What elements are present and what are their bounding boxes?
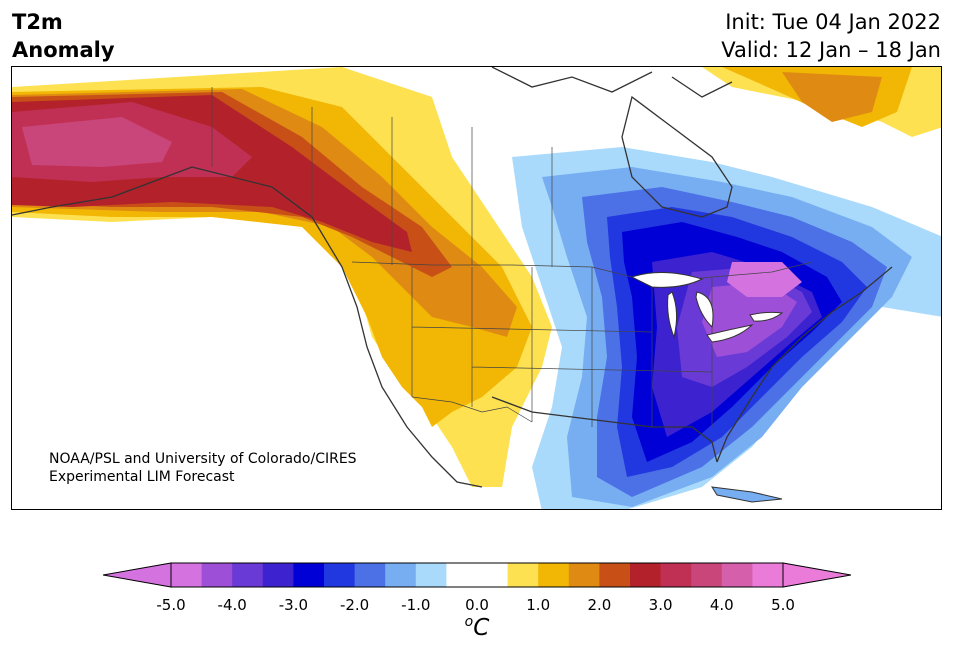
west-coast-line: [12, 166, 483, 488]
unit-degree-mark: o: [464, 614, 474, 630]
map-title: T2m Anomaly: [12, 8, 115, 64]
colorbar-tick-label: -1.0: [401, 596, 431, 614]
cuba-island: [711, 486, 783, 503]
colorbar: [103, 562, 851, 588]
great-lakes: [630, 271, 784, 343]
colorbar-tick-label: 4.0: [709, 596, 734, 614]
colorbar-max-arrow: [782, 562, 851, 588]
colorbar-min-arrow: [103, 562, 172, 588]
colorbar-segment: [324, 563, 356, 587]
colorbar-border: [170, 562, 784, 588]
colorbar-segment: [171, 563, 203, 587]
colorbar-segment: [752, 563, 784, 587]
anomaly-label: Anomaly: [12, 38, 115, 62]
colorbar-segment: [385, 563, 417, 587]
colorbar-segment: [354, 563, 386, 587]
colorbar-segment: [630, 563, 662, 587]
gulf-coast-line: [491, 396, 718, 463]
colorbar-segment: [293, 563, 325, 587]
colorbar-segment: [599, 563, 631, 587]
colorbar-tick-label: -4.0: [217, 596, 247, 614]
colorbar-segment: [507, 563, 539, 587]
colorbar-segment: [691, 563, 723, 587]
forecast-dates: Init: Tue 04 Jan 2022 Valid: 12 Jan – 18…: [721, 8, 941, 64]
warm-level-7: [22, 117, 172, 167]
colorbar-tick-label: 2.0: [587, 596, 612, 614]
valid-range: Valid: 12 Jan – 18 Jan: [721, 38, 941, 62]
colorbar-segment: [477, 563, 509, 587]
warm-northeast-inner: [782, 72, 882, 122]
anomaly-map: [11, 66, 942, 510]
colorbar-segment: [232, 563, 264, 587]
east-coast-line: [716, 266, 893, 463]
colorbar-segment: [262, 563, 294, 587]
colorbar-segment: [415, 563, 447, 587]
colorbar-tick-label: -2.0: [339, 596, 370, 614]
colorbar-segment: [538, 563, 570, 587]
lake-ontario: [749, 311, 784, 322]
variable-label: T2m: [12, 10, 63, 34]
lake-superior: [630, 271, 704, 288]
colorbar-unit: oC: [465, 614, 490, 641]
colorbar-tick-label: 0.0: [465, 596, 489, 614]
colorbar-segment: [660, 563, 692, 587]
lake-erie: [706, 324, 754, 343]
colorbar-tick-label: -5.0: [156, 596, 186, 614]
colorbar-tick-label: -3.0: [278, 596, 309, 614]
state-lines: [411, 267, 713, 427]
us-mexico-border: [411, 396, 533, 423]
anomaly-map-svg: [12, 67, 941, 509]
credit-line-1: NOAA/PSL and University of Colorado/CIRE…: [49, 451, 357, 467]
colorbar-segment: [446, 563, 478, 587]
colorbar-segment: [721, 563, 753, 587]
credit-text: NOAA/PSL and University of Colorado/CIRE…: [49, 450, 357, 486]
colorbar-tick-label: 1.0: [526, 596, 551, 614]
arctic-islands-line: [491, 67, 733, 98]
colorbar-tick-label: 5.0: [771, 596, 795, 614]
hudson-bay-line: [621, 95, 733, 218]
init-date: Init: Tue 04 Jan 2022: [725, 10, 941, 34]
province-lines: [211, 87, 553, 267]
colorbar-segment: [568, 563, 600, 587]
unit-letter: C: [473, 615, 490, 641]
colorbar-segments: [171, 563, 784, 587]
colorbar-segment: [201, 563, 233, 587]
colorbar-tick-label: 3.0: [648, 596, 673, 614]
lake-huron: [695, 291, 714, 329]
colorbar-tick-labels: -5.0 -4.0 -3.0 -2.0 -1.0 0.0 1.0 2.0 3.0 4.0 5.0: [0, 596, 953, 616]
credit-line-2: Experimental LIM Forecast: [49, 469, 235, 485]
cold-level-9: [727, 262, 802, 297]
lake-michigan: [667, 291, 678, 339]
coastlines: [12, 67, 893, 488]
cold-anomaly-field: [512, 147, 941, 509]
